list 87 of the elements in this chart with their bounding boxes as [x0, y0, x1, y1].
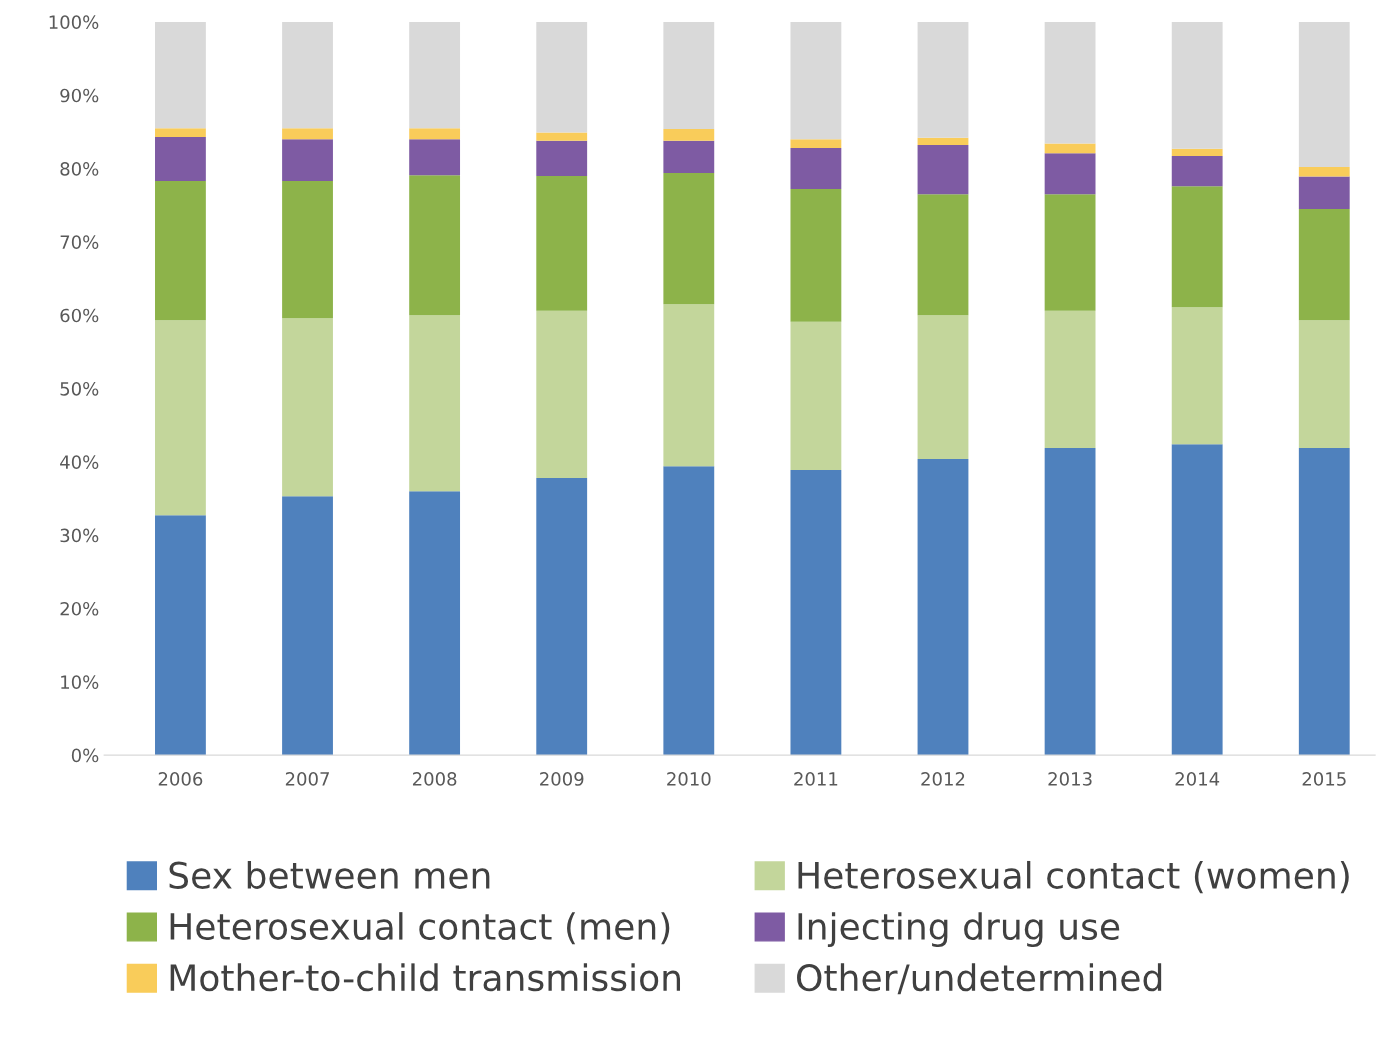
- y-tick-label: 70%: [60, 235, 99, 249]
- bar: [536, 132, 588, 141]
- y-tick-label: 90%: [60, 88, 99, 103]
- bar: [409, 128, 461, 140]
- bar: [536, 21, 588, 133]
- bar: [536, 140, 588, 176]
- bar: [790, 469, 842, 756]
- bar: [663, 466, 715, 756]
- bar: [663, 172, 715, 305]
- bar: [155, 515, 206, 756]
- bar: [917, 194, 969, 316]
- bar: [663, 140, 715, 173]
- bar: [282, 128, 333, 140]
- bar: [1044, 153, 1096, 195]
- bar: [1044, 310, 1096, 448]
- bar: [1298, 21, 1350, 168]
- bar: [790, 189, 842, 322]
- bar: [1044, 143, 1096, 154]
- bar: [1171, 186, 1223, 308]
- bar: [1044, 447, 1096, 756]
- bar: [917, 21, 969, 138]
- bar: [282, 181, 333, 319]
- y-tick-label: 60%: [60, 308, 99, 323]
- y-tick-label: 80%: [60, 162, 99, 176]
- legend-label: Mother-to-child transmission: [170, 963, 681, 992]
- bar: [663, 21, 715, 129]
- bar: [1298, 167, 1350, 177]
- bar: [1298, 447, 1350, 756]
- x-tick-label: 2014: [1175, 772, 1220, 786]
- bar: [790, 139, 842, 149]
- bar: [1171, 444, 1223, 756]
- bar: [1171, 307, 1223, 445]
- bar: [409, 21, 461, 129]
- bar: [1044, 21, 1096, 144]
- y-tick-label: 40%: [60, 455, 99, 469]
- legend-label: Other/undetermined: [797, 963, 1162, 995]
- legend-label: Injecting drug use: [798, 912, 1120, 948]
- y-tick-label: 50%: [60, 381, 99, 396]
- bar: [282, 318, 333, 497]
- bar: [917, 145, 969, 195]
- bar: [155, 137, 206, 182]
- legend-label: Heterosexual contact (men): [170, 912, 670, 945]
- y-tick-label: 0%: [71, 748, 99, 763]
- x-tick-label: 2008: [412, 772, 457, 786]
- bar: [536, 477, 588, 756]
- bar: [917, 458, 969, 756]
- y-tick-label: 30%: [60, 528, 99, 543]
- bar: [790, 321, 842, 470]
- bar: [790, 148, 842, 190]
- x-tick-label: 2013: [1048, 772, 1092, 786]
- bar: [409, 491, 461, 756]
- bar: [663, 304, 715, 467]
- y-tick-label: 10%: [61, 675, 99, 689]
- bar: [536, 175, 588, 311]
- bar: [1298, 176, 1350, 209]
- x-tick-label: 2011: [794, 772, 838, 786]
- bar: [155, 181, 206, 321]
- x-tick-label: 2006: [158, 772, 203, 786]
- bar: [282, 139, 333, 182]
- bar: [1298, 320, 1350, 448]
- bar: [917, 137, 969, 146]
- bar: [790, 21, 842, 140]
- x-tick-label: 2009: [540, 772, 584, 786]
- bar: [1298, 208, 1350, 321]
- bar: [155, 128, 206, 138]
- bar: [409, 315, 461, 492]
- bar: [663, 128, 715, 141]
- bar: [1171, 21, 1223, 149]
- bar: [536, 310, 588, 478]
- bar: [1171, 156, 1223, 187]
- y-tick-label: 100%: [49, 15, 99, 30]
- bar: [155, 320, 206, 516]
- bar: [282, 21, 333, 129]
- bar: [282, 496, 333, 756]
- x-tick-label: 2012: [921, 772, 965, 786]
- bar: [917, 315, 969, 459]
- bar: [1171, 148, 1223, 157]
- legend-label: Sex between men: [169, 860, 490, 889]
- bar: [1044, 194, 1096, 311]
- x-tick-label: 2015: [1302, 772, 1346, 786]
- bar: [155, 21, 206, 129]
- bar: [409, 175, 461, 316]
- legend-label: Heterosexual contact (women): [798, 860, 1349, 894]
- bar: [409, 139, 461, 176]
- x-tick-label: 2007: [285, 772, 329, 786]
- x-tick-label: 2010: [667, 772, 711, 786]
- y-tick-label: 20%: [60, 601, 99, 616]
